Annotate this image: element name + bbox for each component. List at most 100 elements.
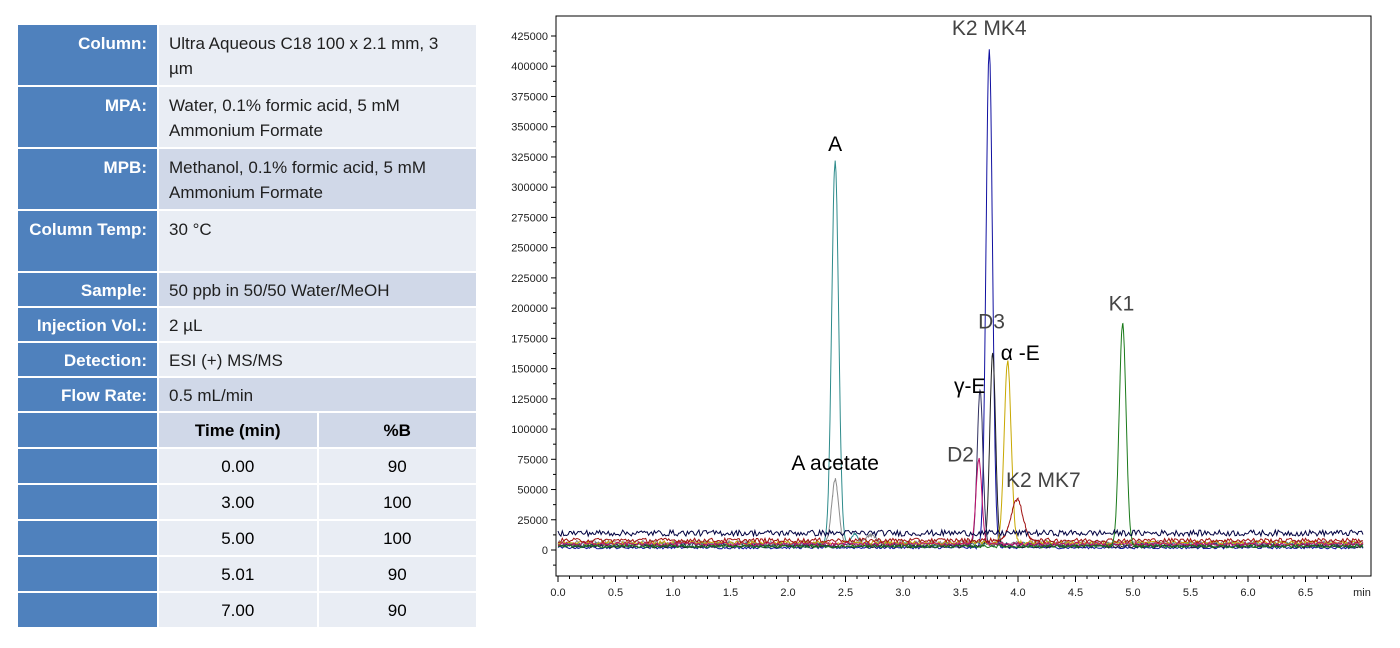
chromatogram-chart: 0 25000 50000 75000 100000 125000 150000 175000… <box>511 15 1372 599</box>
peak-label: K2 MK7 <box>1006 469 1081 492</box>
param-row-detection: Detection: ESI (+) MS/MS <box>16 341 478 378</box>
gradient-row: 5.01 90 <box>16 555 478 593</box>
y-tick-label: 25000 <box>517 515 548 527</box>
gradient-time-cell: 5.00 <box>157 519 319 557</box>
param-row-injection-vol: Injection Vol.: 2 µL <box>16 306 478 343</box>
param-label: Flow Rate: <box>16 376 159 413</box>
gradient-time-cell: 0.00 <box>157 447 319 485</box>
param-label: Sample: <box>16 271 159 308</box>
gradient-time-cell: 5.01 <box>157 555 319 593</box>
param-label: Column Temp: <box>16 209 159 273</box>
param-value: Ultra Aqueous C18 100 x 2.1 mm, 3 µm <box>157 23 478 87</box>
gradient-row: 5.00 100 <box>16 519 478 557</box>
gradient-percent-b-cell: 90 <box>316 555 478 593</box>
trace-9 <box>557 528 1364 538</box>
param-row-mpa: MPA: Water, 0.1% formic acid, 5 mM Ammon… <box>16 85 478 149</box>
param-value: ESI (+) MS/MS <box>157 341 478 378</box>
peak-label: D2 <box>947 444 974 467</box>
gradient-header-row: Time (min) %B <box>16 411 478 449</box>
gradient-row-label <box>16 447 159 485</box>
plot-frame <box>555 15 1372 577</box>
x-tick-label: 5.0 <box>1125 587 1140 599</box>
x-tick-label: 1.5 <box>723 587 738 599</box>
y-tick-label: 200000 <box>511 303 548 315</box>
gradient-percent-b-cell: 100 <box>316 483 478 521</box>
param-label: MPB: <box>16 147 159 211</box>
param-value: 50 ppb in 50/50 Water/MeOH <box>157 271 478 308</box>
x-tick-label: 3.0 <box>895 587 910 599</box>
x-tick-label: 1.0 <box>665 587 680 599</box>
gradient-row-label <box>16 555 159 593</box>
trace-7 <box>557 497 1364 544</box>
gradient-row-label <box>16 411 159 449</box>
x-tick-label: 4.0 <box>1010 587 1025 599</box>
peak-label: K2 MK4 <box>952 17 1027 40</box>
gradient-time-cell: 3.00 <box>157 483 319 521</box>
x-tick-label: 4.5 <box>1068 587 1083 599</box>
gradient-row-label <box>16 519 159 557</box>
gradient-time-cell: 7.00 <box>157 591 319 629</box>
x-tick-label: 3.5 <box>953 587 968 599</box>
param-row-flow-rate: Flow Rate: 0.5 mL/min <box>16 376 478 413</box>
gradient-row-label <box>16 591 159 629</box>
peak-label: A acetate <box>791 452 879 475</box>
chromatogram-traces <box>557 49 1364 550</box>
param-row-column: Column: Ultra Aqueous C18 100 x 2.1 mm, … <box>16 23 478 87</box>
peak-label: γ-E <box>954 375 986 398</box>
param-value: Methanol, 0.1% formic acid, 5 mM Ammoniu… <box>157 147 478 211</box>
param-label: Column: <box>16 23 159 87</box>
param-value: 0.5 mL/min <box>157 376 478 413</box>
gradient-row: 3.00 100 <box>16 483 478 521</box>
y-axis: 0 25000 50000 75000 100000 125000 150000 175000… <box>511 16 557 576</box>
y-tick-label: 325000 <box>511 152 548 164</box>
param-label: MPA: <box>16 85 159 149</box>
gradient-row: 0.00 90 <box>16 447 478 485</box>
param-row-sample: Sample: 50 ppb in 50/50 Water/MeOH <box>16 271 478 308</box>
gradient-row-label <box>16 483 159 521</box>
x-axis: 0.0 0.5 1.0 1.5 2.0 2.5 3.0 3.5 4.0 4.5 5.0 5.5 6.0 6… <box>550 575 1371 599</box>
param-row-column-temp: Column Temp: 30 °C <box>16 209 478 273</box>
y-tick-label: 250000 <box>511 243 548 255</box>
method-parameters-table: Column: Ultra Aqueous C18 100 x 2.1 mm, … <box>16 23 478 629</box>
peak-label: D3 <box>978 311 1005 334</box>
param-label: Injection Vol.: <box>16 306 159 343</box>
param-value: Water, 0.1% formic acid, 5 mM Ammonium F… <box>157 85 478 149</box>
trace-5 <box>557 360 1364 546</box>
peak-labels: A A acetate K2 MK4 D3 α -E γ-E D2 K2 MK7 K1 <box>791 17 1134 492</box>
y-tick-label: 175000 <box>511 333 548 345</box>
x-tick-label: 2.0 <box>780 587 795 599</box>
peak-label: A <box>828 133 842 156</box>
x-tick-label: 2.5 <box>838 587 853 599</box>
param-row-mpb: MPB: Methanol, 0.1% formic acid, 5 mM Am… <box>16 147 478 211</box>
gradient-percent-b-cell: 100 <box>316 519 478 557</box>
y-tick-label: 400000 <box>511 61 548 73</box>
x-tick-label: 6.0 <box>1240 587 1255 599</box>
y-tick-label: 225000 <box>511 273 548 285</box>
y-tick-label: 300000 <box>511 182 548 194</box>
param-value: 2 µL <box>157 306 478 343</box>
y-tick-label: 75000 <box>517 454 548 466</box>
x-tick-label: 6.5 <box>1298 587 1313 599</box>
trace-8 <box>557 322 1364 549</box>
y-tick-label: 425000 <box>511 31 548 43</box>
x-tick-label: 0.5 <box>608 587 623 599</box>
y-tick-label: 375000 <box>511 91 548 103</box>
y-tick-label: 0 <box>542 545 548 557</box>
y-tick-label: 100000 <box>511 424 548 436</box>
y-tick-label: 350000 <box>511 122 548 134</box>
peak-label: α -E <box>1001 342 1040 365</box>
gradient-percent-b-cell: 90 <box>316 591 478 629</box>
param-value: 30 °C <box>157 209 478 273</box>
y-tick-label: 50000 <box>517 485 548 497</box>
gradient-row: 7.00 90 <box>16 591 478 629</box>
gradient-header-time: Time (min) <box>157 411 319 449</box>
y-tick-label: 150000 <box>511 364 548 376</box>
x-axis-unit-label: min <box>1353 587 1371 599</box>
peak-label: K1 <box>1109 293 1135 316</box>
gradient-header-percent-b: %B <box>316 411 478 449</box>
x-tick-label: 0.0 <box>550 587 565 599</box>
param-label: Detection: <box>16 341 159 378</box>
gradient-percent-b-cell: 90 <box>316 447 478 485</box>
y-tick-label: 125000 <box>511 394 548 406</box>
x-tick-label: 5.5 <box>1183 587 1198 599</box>
